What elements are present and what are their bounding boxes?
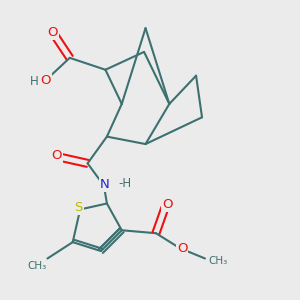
Text: CH₃: CH₃ bbox=[27, 261, 47, 271]
Text: O: O bbox=[47, 26, 58, 38]
Text: O: O bbox=[162, 198, 172, 211]
Text: S: S bbox=[74, 201, 83, 214]
Text: O: O bbox=[177, 242, 187, 255]
Text: CH₃: CH₃ bbox=[209, 256, 228, 266]
Text: H: H bbox=[30, 75, 39, 88]
Text: N: N bbox=[100, 178, 110, 191]
Text: O: O bbox=[51, 149, 62, 162]
Text: -H: -H bbox=[119, 177, 132, 190]
Text: O: O bbox=[41, 74, 51, 87]
